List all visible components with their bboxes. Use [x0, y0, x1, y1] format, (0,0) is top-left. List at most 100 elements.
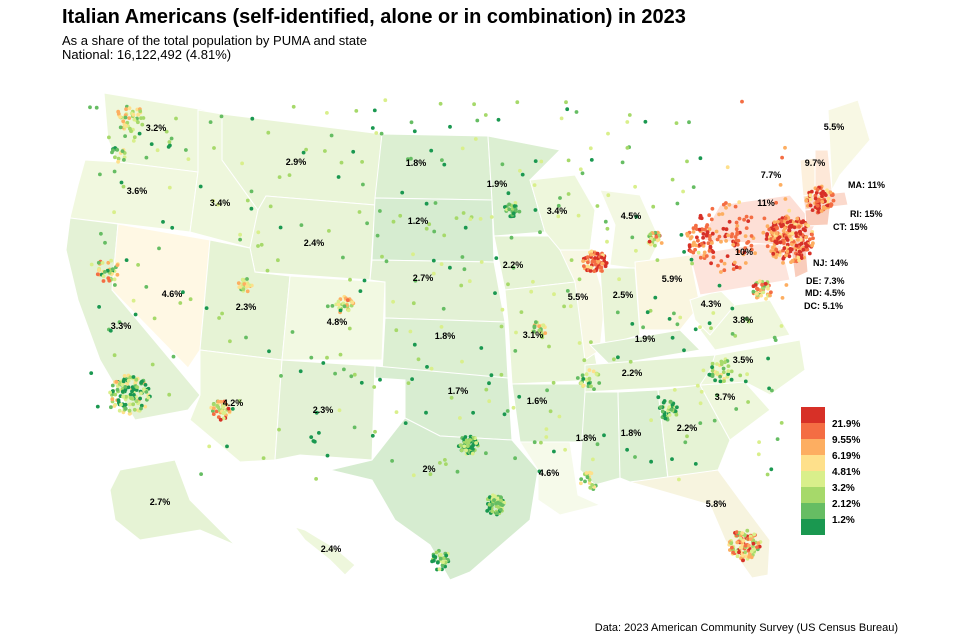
puma-dot	[801, 247, 806, 252]
puma-dot	[212, 406, 216, 411]
puma-dot	[815, 203, 820, 208]
puma-dot	[245, 284, 249, 289]
puma-dot	[241, 287, 246, 291]
puma-dot	[713, 378, 717, 383]
puma-dot	[615, 310, 620, 315]
puma-dot	[123, 402, 128, 407]
puma-dot	[761, 230, 766, 235]
puma-dot	[575, 376, 580, 380]
puma-dot	[474, 441, 478, 445]
puma-dot	[625, 146, 630, 150]
puma-dot	[541, 323, 546, 328]
puma-dot	[123, 134, 127, 139]
puma-dot	[740, 553, 745, 558]
puma-dot	[552, 449, 556, 454]
legend-swatch	[801, 423, 825, 439]
puma-dot	[787, 208, 792, 213]
state-label-ia: 2.2%	[503, 260, 524, 270]
state-shape-ak	[109, 459, 236, 546]
puma-dot	[744, 317, 749, 321]
puma-dot	[391, 219, 396, 224]
puma-dot	[783, 145, 787, 150]
puma-dot	[236, 281, 241, 285]
puma-dot	[797, 258, 801, 263]
puma-dot	[439, 262, 444, 266]
puma-dot	[775, 226, 779, 231]
puma-dot	[134, 388, 139, 392]
state-label-ca: 3.3%	[111, 321, 132, 331]
puma-dot	[821, 205, 826, 210]
puma-dot	[741, 558, 745, 563]
puma-dot	[714, 229, 719, 234]
puma-dot	[781, 261, 785, 265]
puma-dot	[466, 440, 471, 445]
puma-dot	[487, 506, 492, 511]
state-shape-fl	[629, 469, 771, 579]
puma-dot	[667, 317, 672, 321]
puma-dot	[130, 396, 135, 401]
puma-dot	[673, 409, 678, 414]
puma-dot	[658, 405, 663, 409]
puma-dot	[589, 265, 593, 270]
puma-dot	[113, 283, 117, 287]
puma-dot	[825, 203, 830, 208]
puma-dot	[784, 236, 789, 241]
puma-dot	[384, 259, 389, 264]
puma-dot	[226, 406, 231, 411]
puma-dot	[719, 259, 724, 263]
national-total: National: 16,122,492 (4.81%)	[62, 47, 232, 62]
state-shape-ct	[804, 207, 831, 227]
puma-dot	[444, 553, 449, 558]
puma-dot	[278, 225, 283, 230]
state-label-ut: 2.3%	[236, 302, 257, 312]
puma-dot	[779, 421, 784, 425]
puma-dot	[487, 502, 492, 507]
puma-dot	[500, 503, 505, 507]
legend-swatches	[801, 407, 825, 535]
puma-dot	[238, 237, 243, 242]
puma-dot	[709, 326, 713, 330]
puma-dot	[670, 335, 675, 340]
puma-dot	[782, 246, 787, 251]
puma-dot	[352, 372, 357, 377]
puma-dot	[724, 201, 728, 205]
puma-dot	[161, 220, 165, 224]
puma-dot	[722, 268, 727, 273]
puma-dot	[309, 435, 314, 439]
puma-dot	[695, 383, 700, 388]
puma-dot	[123, 123, 128, 128]
state-label-wv: 4.3%	[701, 299, 722, 309]
puma-dot	[432, 229, 437, 234]
puma-dot	[487, 381, 491, 386]
puma-dot	[707, 249, 712, 253]
puma-dot	[765, 244, 770, 249]
puma-dot	[140, 122, 145, 127]
puma-dot	[115, 148, 120, 152]
puma-dot	[751, 541, 756, 546]
puma-dot	[509, 235, 514, 240]
state-shape-la	[519, 441, 602, 516]
puma-dot	[208, 120, 213, 124]
puma-dot	[587, 376, 592, 381]
puma-dot	[351, 149, 356, 154]
puma-dot	[358, 289, 363, 293]
puma-dot	[718, 374, 722, 379]
puma-dot	[732, 260, 737, 265]
puma-dot	[730, 332, 735, 336]
puma-dot	[687, 120, 691, 125]
puma-dot	[325, 355, 329, 360]
puma-dot	[715, 362, 719, 366]
puma-dot	[455, 469, 460, 474]
puma-dot	[734, 530, 739, 535]
puma-dot	[532, 183, 537, 188]
puma-dot	[115, 387, 120, 392]
puma-dot	[113, 155, 117, 160]
puma-dot	[757, 440, 761, 444]
puma-dot	[506, 282, 510, 287]
puma-dot	[543, 331, 548, 335]
legend-label: 21.9%	[832, 419, 860, 430]
puma-dot	[701, 235, 705, 240]
puma-dot	[118, 115, 122, 119]
state-label-pa: 10%	[735, 247, 753, 257]
puma-dot	[532, 324, 537, 329]
